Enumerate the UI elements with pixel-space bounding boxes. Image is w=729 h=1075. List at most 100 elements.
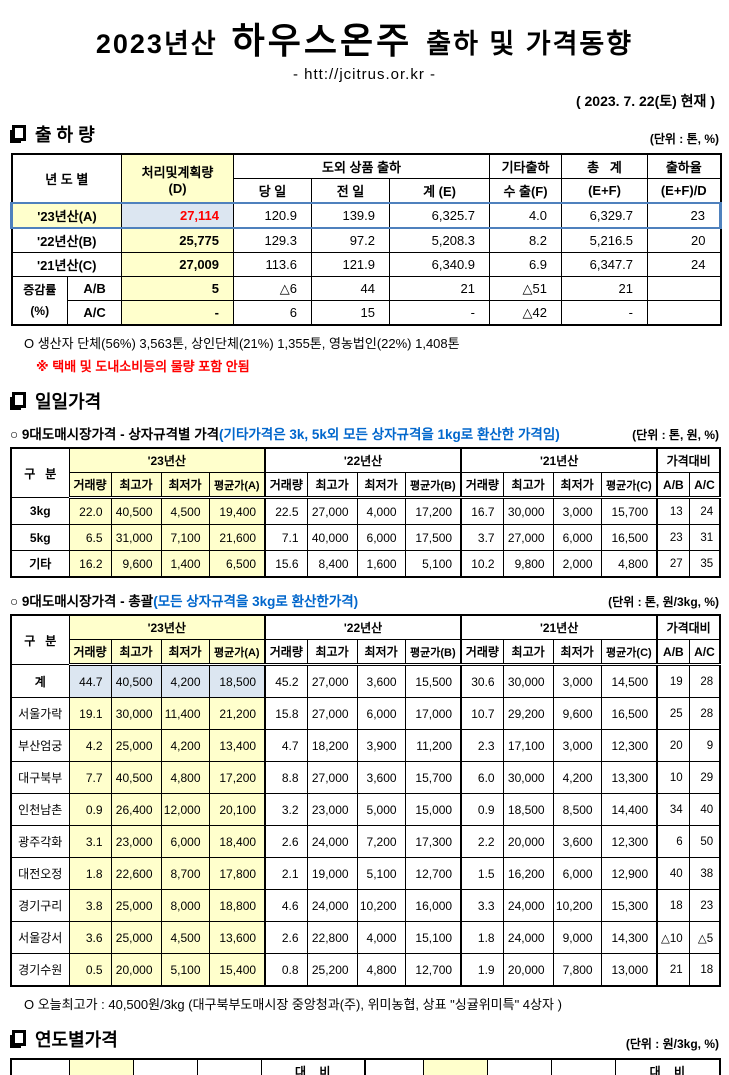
col-header-line: (D) [168, 180, 187, 196]
section-heading-label: 일일가격 [35, 392, 102, 412]
cell: 8,400 [306, 550, 358, 578]
row-label: 경기수원 [10, 953, 70, 987]
cell: 19.1 [68, 697, 112, 730]
unit-label: (단위 : 톤, %) [649, 132, 719, 146]
col-header: 거래량 [68, 639, 112, 666]
table-row: '23년산(A) 27,114 120.9 139.9 6,325.7 4.0 … [9, 202, 723, 229]
col-header: '22년산 [264, 614, 462, 640]
cell: 19,400 [208, 497, 266, 525]
row-label: 기타 [10, 550, 70, 578]
col-header: (E+F)/D [647, 178, 722, 204]
col-header: 수 출(F) [489, 178, 563, 204]
square-bullet-icon [10, 392, 26, 410]
cell: 11,200 [404, 729, 462, 762]
square-bullet-icon [10, 125, 26, 143]
cell: 9,600 [110, 550, 162, 578]
col-header: 총 계 [561, 153, 649, 179]
cell: 6,000 [160, 825, 210, 858]
row-label: 5kg [10, 524, 70, 551]
cell: - [389, 300, 491, 326]
col-header: 최저가 [356, 472, 406, 499]
row-label: A/B [66, 276, 123, 301]
col-header: '22년산(B) [486, 1058, 552, 1075]
cell: 7,200 [356, 825, 406, 858]
col-header: 대 비 [260, 1058, 366, 1075]
cell [647, 276, 722, 301]
cell: 24,000 [306, 825, 358, 858]
col-header: 최고가 [306, 472, 358, 499]
cell: 17,500 [404, 524, 462, 551]
table-row: A/C - 6 15 - △42 - [12, 300, 722, 326]
cell: 4,200 [160, 729, 210, 762]
cell: 34 [656, 793, 690, 826]
col-header: A/C [688, 639, 721, 666]
cell: 24,000 [306, 889, 358, 922]
cell: 1.9 [460, 953, 504, 987]
cell: 113.6 [233, 252, 313, 277]
cell: 7.1 [264, 524, 308, 551]
cell: 21 [656, 953, 690, 987]
row-label-line: 증감률 [23, 283, 57, 298]
exclusion-note: ※ 택배 및 도내소비등의 물량 포함 안됨 [36, 359, 250, 374]
cell: 10,200 [552, 889, 602, 922]
cell: 30,000 [110, 697, 162, 730]
cell: 13,000 [600, 953, 658, 987]
cell: 4,500 [160, 921, 210, 954]
col-header: A/C [688, 472, 721, 499]
cell: 13,600 [208, 921, 266, 954]
cell: 1,600 [356, 550, 406, 578]
cell: 29 [688, 761, 721, 794]
cell: 25,000 [110, 921, 162, 954]
cell: 21,200 [208, 697, 266, 730]
col-header: 구 분 [10, 1058, 70, 1075]
row-label: 계 [10, 664, 70, 698]
cell: 4,800 [600, 550, 658, 578]
cell: 17,300 [404, 825, 462, 858]
yearly-price-table: 구 분 '23년산(A) '22년산(B) '21년산(C) 대 비 구 분 '… [10, 1058, 722, 1075]
col-header: A/B [656, 639, 690, 666]
table-row: 대구북부 7.7 40,500 4,800 17,200 8.8 27,000 … [10, 761, 721, 794]
cell: 27,114 [121, 202, 235, 229]
cell: 6.9 [489, 252, 563, 277]
col-header: '21년산(C) [196, 1058, 262, 1075]
cell: 44.7 [68, 664, 112, 698]
table-row: 대전오정 1.8 22,600 8,700 17,800 2.1 19,000 … [10, 857, 721, 890]
cell: 27,000 [306, 497, 358, 525]
col-header: '23년산 [68, 614, 266, 640]
cell: 5,100 [160, 953, 210, 987]
table-row: 경기구리 3.8 25,000 8,000 18,800 4.6 24,000 … [10, 889, 721, 922]
cell: 18,500 [208, 664, 266, 698]
cell: 31 [688, 524, 721, 551]
cell: 17,200 [404, 497, 462, 525]
cell: 12,900 [600, 857, 658, 890]
col-header: 최저가 [160, 472, 210, 499]
cell: 1.8 [460, 921, 504, 954]
col-header: 년 도 별 [10, 153, 123, 204]
col-header: 기타출하 [489, 153, 563, 179]
cell: 18,500 [502, 793, 554, 826]
col-header: 대 비 [614, 1058, 721, 1075]
unit-label: (단위 : 원/3kg, %) [625, 1037, 719, 1051]
table-row: 3kg 22.0 40,500 4,500 19,400 22.5 27,000… [10, 497, 721, 525]
cell: 40,000 [306, 524, 358, 551]
cell: 16.2 [68, 550, 112, 578]
section-heading-label: 출 하 량 [35, 125, 95, 145]
page-title: 2023년산 하우스온주 출하 및 가격동향 [10, 12, 719, 64]
col-header: 구 분 [10, 447, 70, 498]
table-row: 인천남촌 0.9 26,400 12,000 20,100 3.2 23,000… [10, 793, 721, 826]
cell: △6 [233, 276, 313, 301]
daily-price-by-box-table: 구 분 '23년산 '22년산 '21년산 가격대비 거래량 최고가 최저가 평… [10, 447, 722, 578]
cell: △42 [489, 300, 563, 326]
col-header: '23년산(A) [68, 1058, 134, 1075]
cell: 9,600 [552, 697, 602, 730]
section-heading-label: 연도별가격 [35, 1030, 118, 1050]
cell: 15 [311, 300, 391, 326]
col-header: 처리및계획량 (D) [121, 153, 235, 204]
cell: 8,000 [160, 889, 210, 922]
cell: 27 [656, 550, 690, 578]
cell: 6,000 [552, 857, 602, 890]
cell [647, 300, 722, 326]
cell: 16.7 [460, 497, 504, 525]
producer-note: O 생산자 단체(56%) 3,563톤, 상인단체(21%) 1,355톤, … [24, 336, 460, 351]
cell: 15,000 [404, 793, 462, 826]
